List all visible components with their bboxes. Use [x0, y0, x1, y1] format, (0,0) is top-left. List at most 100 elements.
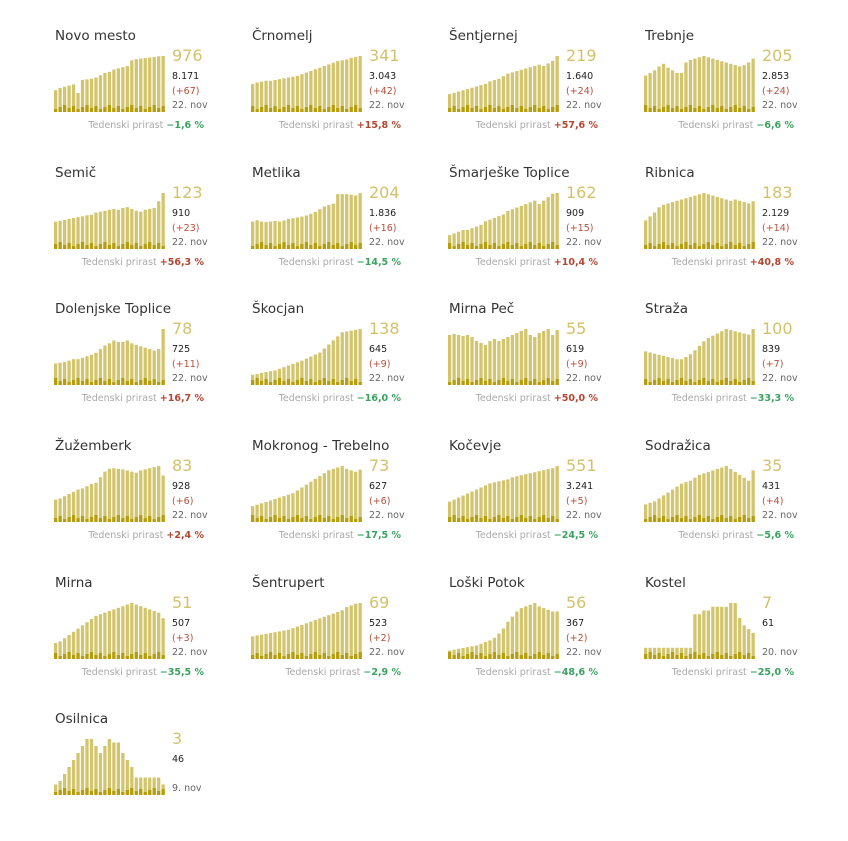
- bar: [286, 629, 291, 659]
- delta-value: (+5): [566, 496, 588, 507]
- bar-new: [76, 653, 80, 659]
- bar-new: [322, 109, 326, 112]
- bar-new: [751, 656, 755, 659]
- total-value: 8.171: [172, 71, 200, 82]
- bar: [345, 607, 349, 659]
- bar: [738, 332, 742, 385]
- bar-new: [336, 243, 340, 249]
- bar: [327, 470, 331, 522]
- bar-new: [259, 656, 264, 659]
- bar-new: [121, 792, 125, 795]
- bar-new: [742, 246, 746, 249]
- bar-new: [358, 652, 362, 659]
- bar-new: [67, 652, 71, 659]
- total-value: 431: [762, 481, 781, 492]
- bar: [340, 610, 344, 659]
- bar: [291, 363, 295, 385]
- bar: [666, 67, 670, 112]
- bar: [349, 330, 353, 385]
- bar-new: [733, 105, 737, 112]
- bar: [711, 195, 715, 249]
- bar-new: [139, 106, 143, 112]
- bar: [116, 209, 120, 249]
- bar: [697, 345, 702, 385]
- bar-new: [515, 652, 519, 659]
- delta-value: (+16): [369, 223, 397, 234]
- bar: [706, 610, 710, 659]
- bar-new: [648, 382, 652, 385]
- bar: [546, 63, 550, 112]
- bar-new: [264, 245, 268, 249]
- bar-new: [318, 380, 322, 385]
- bar-new: [80, 516, 85, 522]
- bar-new: [479, 653, 483, 659]
- delta-value: (+2): [566, 633, 588, 644]
- bar: [152, 56, 156, 112]
- bar: [112, 742, 116, 795]
- bar-new: [125, 107, 129, 112]
- bar-new: [349, 242, 353, 249]
- bar-new: [268, 517, 273, 522]
- bar: [661, 647, 666, 659]
- bar-new: [255, 653, 259, 659]
- bar-new: [448, 517, 452, 522]
- bar-new: [134, 652, 138, 659]
- bar: [89, 483, 94, 522]
- bar-new: [652, 380, 657, 385]
- bar-new: [157, 243, 161, 249]
- bar-new: [58, 381, 62, 385]
- bar-new: [327, 381, 331, 385]
- bar: [720, 331, 724, 385]
- bar: [282, 367, 286, 385]
- bar-new: [300, 378, 304, 385]
- bar: [497, 481, 501, 522]
- growth-label: Tedenski prirast: [88, 120, 164, 131]
- bar-new: [684, 656, 688, 659]
- bar-new: [139, 380, 143, 385]
- bar: [688, 354, 693, 385]
- growth-value: −5,6 %: [756, 530, 794, 541]
- bar-new: [492, 108, 497, 112]
- bar: [71, 84, 76, 112]
- bar-new: [542, 515, 546, 522]
- chart-panel: Šmarješke Toplice 162 909 (+15) 22. nov Teden…: [448, 165, 638, 295]
- bar: [465, 88, 470, 112]
- weekly-growth: Tedenski prirast −17,5 %: [279, 530, 401, 541]
- bar-new: [448, 382, 452, 385]
- bar: [661, 204, 666, 249]
- bar-new: [80, 790, 85, 795]
- bar-new: [313, 108, 317, 112]
- bar-new: [515, 243, 519, 249]
- bar-new: [76, 518, 80, 522]
- bar: [94, 482, 98, 522]
- bar-chart: [251, 56, 362, 112]
- bar-new: [71, 106, 76, 112]
- bar: [76, 93, 80, 112]
- bar: [733, 471, 737, 522]
- bar-new: [657, 653, 661, 659]
- bar-new: [555, 245, 559, 249]
- bar: [652, 353, 657, 385]
- bar: [71, 218, 76, 249]
- bar: [675, 72, 679, 112]
- bar: [54, 643, 58, 659]
- date-label: 22. nov: [172, 373, 208, 384]
- date-label: 22. nov: [369, 100, 405, 111]
- bar: [116, 341, 120, 385]
- bar-new: [715, 517, 719, 522]
- bar-new: [295, 246, 300, 249]
- bar: [71, 760, 76, 795]
- bar-new: [354, 379, 358, 385]
- bar-new: [62, 379, 67, 385]
- bar-new: [264, 105, 268, 112]
- bar-new: [340, 515, 344, 522]
- bar: [644, 647, 648, 659]
- bar-new: [747, 244, 751, 249]
- bar-new: [470, 652, 474, 659]
- bar-new: [54, 244, 58, 249]
- bar-new: [661, 516, 666, 522]
- bar-new: [688, 105, 693, 112]
- bar: [94, 212, 98, 249]
- bar-new: [134, 108, 138, 112]
- bar-chart: [448, 193, 559, 249]
